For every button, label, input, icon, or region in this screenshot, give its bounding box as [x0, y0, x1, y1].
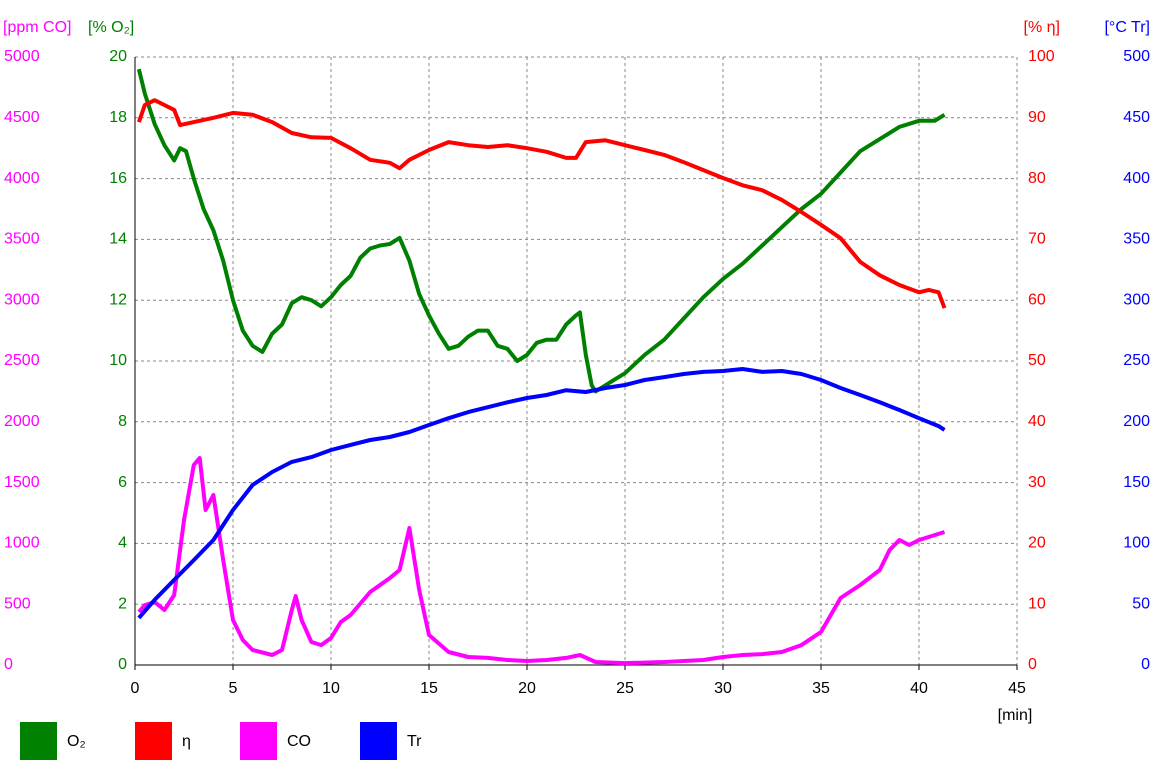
x-tick-label: 0: [131, 680, 140, 697]
y-tick-label: 500: [4, 595, 31, 612]
y-tick-label: 4: [118, 535, 127, 552]
y-axis-label: [°C Tr]: [1104, 19, 1150, 36]
y-tick-label: 70: [1028, 231, 1046, 248]
y-tick-label: 450: [1123, 109, 1150, 126]
x-tick-label: 20: [518, 680, 536, 697]
x-tick-label: 30: [714, 680, 732, 697]
y-tick-label: 8: [118, 413, 127, 430]
y-tick-label: 150: [1123, 474, 1150, 491]
y-tick-label: 0: [1028, 656, 1037, 673]
x-tick-label: 45: [1008, 680, 1026, 697]
y-tick-label: 20: [1028, 535, 1046, 552]
legend-label: O₂: [67, 733, 86, 750]
x-tick-label: 10: [322, 680, 340, 697]
x-axis-label: [min]: [998, 707, 1033, 724]
y-tick-label: 1500: [4, 474, 40, 491]
series-line: [137, 367, 946, 620]
y-tick-label: 400: [1123, 170, 1150, 187]
y-tick-label: 2500: [4, 352, 40, 369]
y-tick-label: 90: [1028, 109, 1046, 126]
y-tick-label: 50: [1028, 352, 1046, 369]
y-tick-label: 20: [109, 48, 127, 65]
y-tick-label: 5000: [4, 48, 40, 65]
legend-swatch: [135, 722, 172, 760]
series-line: [137, 456, 946, 666]
legend-swatch: [360, 722, 397, 760]
y-tick-label: 1000: [4, 535, 40, 552]
y-tick-label: 18: [109, 109, 127, 126]
y-tick-label: 4500: [4, 109, 40, 126]
y-tick-label: 350: [1123, 231, 1150, 248]
legend-label: Tr: [407, 733, 422, 750]
y-tick-label: 3000: [4, 291, 40, 308]
y-tick-label: 14: [109, 231, 127, 248]
y-tick-label: 100: [1028, 48, 1055, 65]
y-tick-label: 4000: [4, 170, 40, 187]
y-tick-label: 80: [1028, 170, 1046, 187]
y-tick-label: 2000: [4, 413, 40, 430]
x-tick-label: 25: [616, 680, 634, 697]
y-tick-label: 3500: [4, 231, 40, 248]
y-tick-label: 12: [109, 291, 127, 308]
y-axis-label: [% O₂]: [88, 19, 134, 36]
y-tick-label: 100: [1123, 535, 1150, 552]
series-line: [137, 98, 947, 309]
legend-label: CO: [287, 733, 311, 750]
x-tick-label: 35: [812, 680, 830, 697]
y-tick-label: 16: [109, 170, 127, 187]
y-tick-label: 500: [1123, 48, 1150, 65]
y-tick-label: 300: [1123, 291, 1150, 308]
y-tick-label: 40: [1028, 413, 1046, 430]
series-line: [136, 68, 946, 394]
y-tick-label: 10: [1028, 595, 1046, 612]
y-tick-label: 60: [1028, 291, 1046, 308]
legend-swatch: [240, 722, 277, 760]
y-tick-label: 0: [1141, 656, 1150, 673]
y-axis-label: [ppm CO]: [3, 19, 71, 36]
x-tick-label: 40: [910, 680, 928, 697]
x-tick-label: 5: [229, 680, 238, 697]
y-tick-label: 10: [109, 352, 127, 369]
y-tick-label: 0: [4, 656, 13, 673]
y-tick-label: 30: [1028, 474, 1046, 491]
y-axis-label: [% η]: [1024, 19, 1060, 36]
y-tick-label: 250: [1123, 352, 1150, 369]
y-tick-label: 2: [118, 595, 127, 612]
legend-swatch: [20, 722, 57, 760]
legend-label: η: [182, 733, 191, 750]
y-tick-label: 0: [118, 656, 127, 673]
y-tick-label: 200: [1123, 413, 1150, 430]
x-tick-label: 15: [420, 680, 438, 697]
y-tick-label: 6: [118, 474, 127, 491]
y-tick-label: 50: [1132, 595, 1150, 612]
